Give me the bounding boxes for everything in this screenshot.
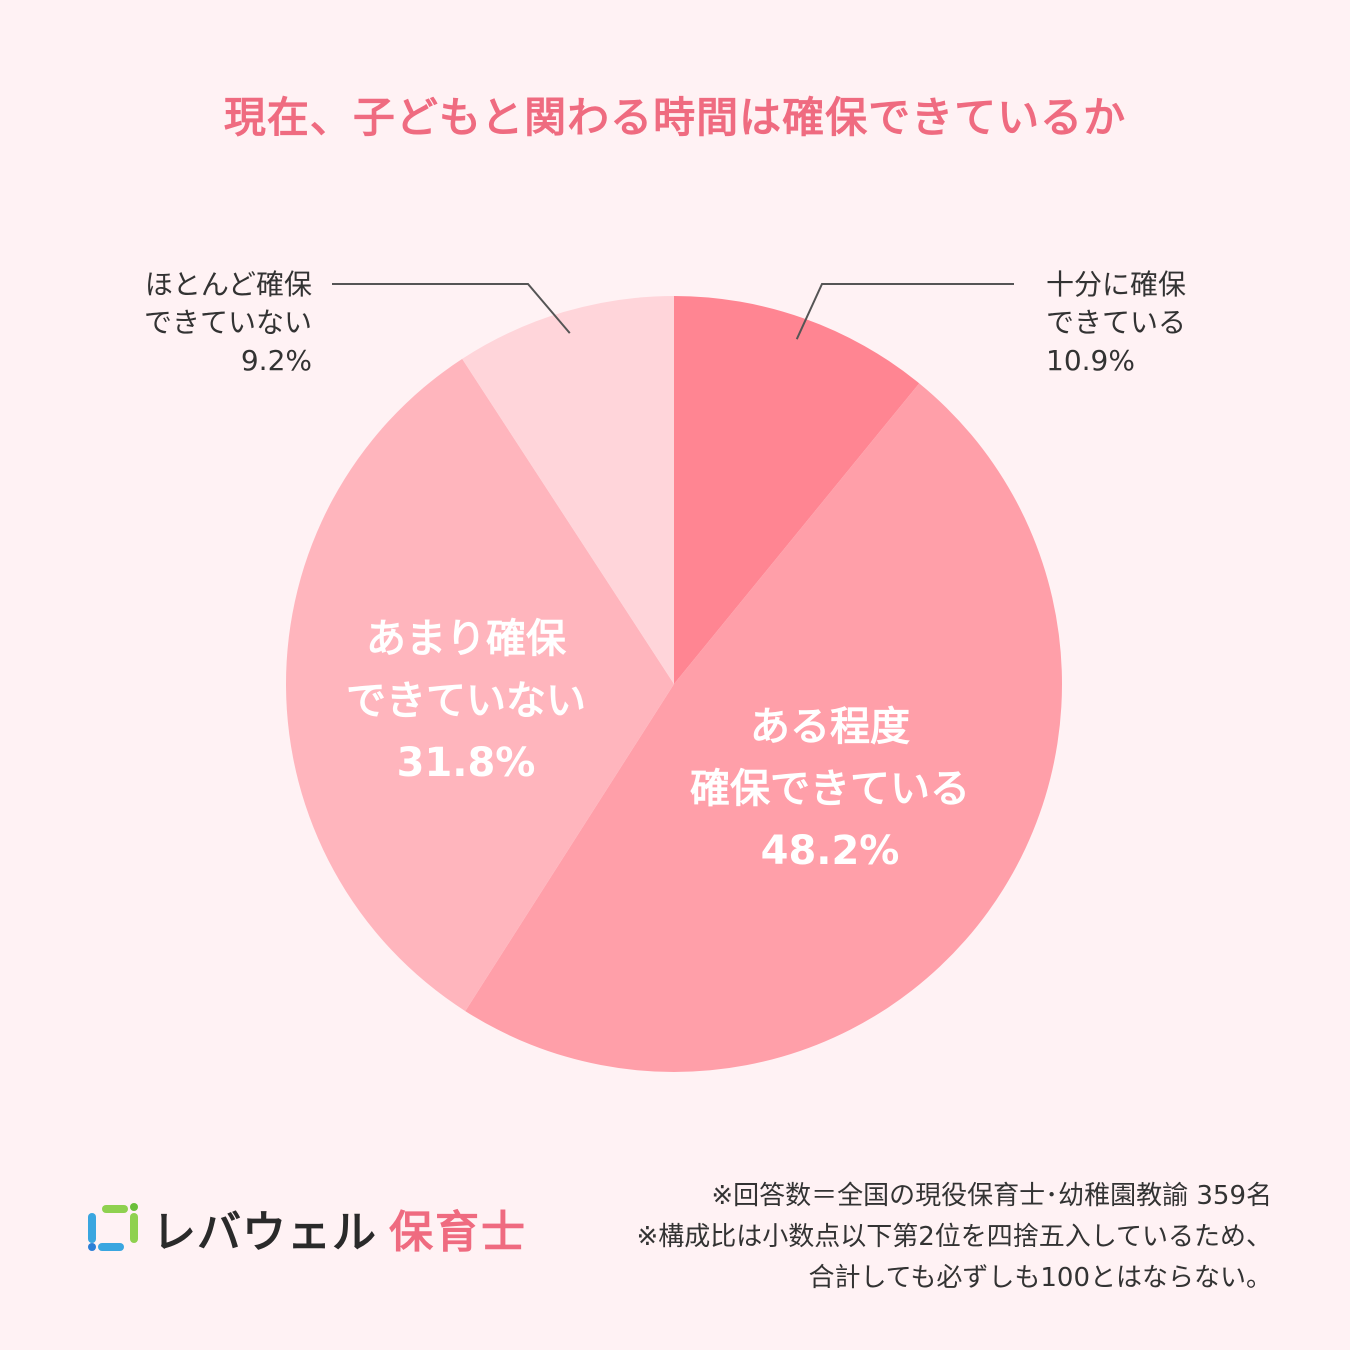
slice-label-line: できていない [346, 678, 586, 724]
leader-line-hotondo [332, 283, 571, 334]
footnote-line: ※構成比は小数点以下第2位を四捨五入しているため、 [636, 1222, 1272, 1252]
slice-value-label: 31.8% [396, 740, 536, 786]
pie-slice-juubun [674, 296, 920, 684]
pie-slice-hotondo [462, 296, 674, 684]
slice-label-line: ほとんど確保 [144, 268, 312, 301]
slice-label-line: できていない [143, 306, 312, 339]
logo-sub: 保育士 [389, 1207, 527, 1258]
pie-slice-aru [465, 383, 1063, 1073]
logo-name: レバウェル [152, 1207, 377, 1258]
logo-brackets-icon [84, 1199, 142, 1257]
slice-label-aru: ある程度 確保できている 48.2% [690, 696, 970, 882]
slice-label-hotondo: ほとんど確保 できていない 9.2% [144, 266, 312, 380]
slice-value-label: 48.2% [760, 828, 900, 874]
slice-label-juubun: 十分に確保 できている 10.9% [1046, 266, 1186, 380]
pie-slice-amari [286, 358, 674, 1012]
slice-value-label: 10.9% [1046, 344, 1135, 377]
footnotes: ※回答数＝全国の現役保育士･幼稚園教諭 359名 ※構成比は小数点以下第2位を四… [636, 1176, 1272, 1299]
chart-title: 現在、子どもと関わる時間は確保できているか [223, 93, 1127, 142]
slice-label-line: できている [1046, 306, 1187, 339]
slice-value-label: 9.2% [240, 344, 312, 377]
slice-label-line: ある程度 [750, 704, 910, 750]
slice-label-line: 確保できている [690, 766, 970, 812]
footnote-line: ※回答数＝全国の現役保育士･幼稚園教諭 359名 [711, 1181, 1272, 1211]
footnote-line: 合計しても必ずしも100とはならない。 [808, 1263, 1272, 1293]
slice-label-line: あまり確保 [366, 616, 566, 662]
slice-label-line: 十分に確保 [1046, 268, 1187, 301]
slice-label-amari: あまり確保 できていない 31.8% [346, 608, 586, 794]
brand-logo: レバウェル 保育士 [84, 1196, 527, 1260]
leader-line-juubun [795, 283, 1014, 340]
